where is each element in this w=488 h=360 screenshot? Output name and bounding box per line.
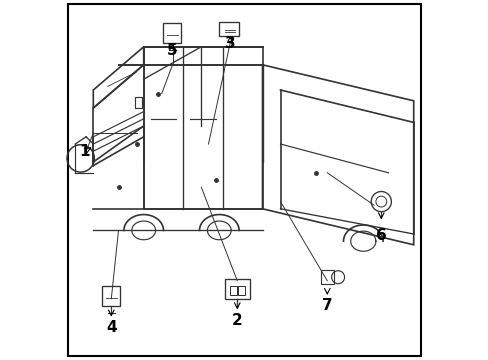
- Bar: [163, 23, 181, 43]
- Text: 2: 2: [231, 313, 242, 328]
- Bar: [320, 270, 334, 284]
- Bar: [230, 286, 236, 295]
- Text: 3: 3: [224, 36, 235, 51]
- Text: 1: 1: [79, 144, 89, 159]
- Text: 6: 6: [375, 228, 386, 243]
- Bar: [238, 286, 244, 295]
- Bar: [219, 22, 239, 36]
- Bar: [224, 279, 249, 299]
- Bar: [102, 286, 120, 306]
- Text: 4: 4: [106, 320, 116, 335]
- Text: 5: 5: [167, 43, 178, 58]
- Text: 7: 7: [321, 298, 332, 314]
